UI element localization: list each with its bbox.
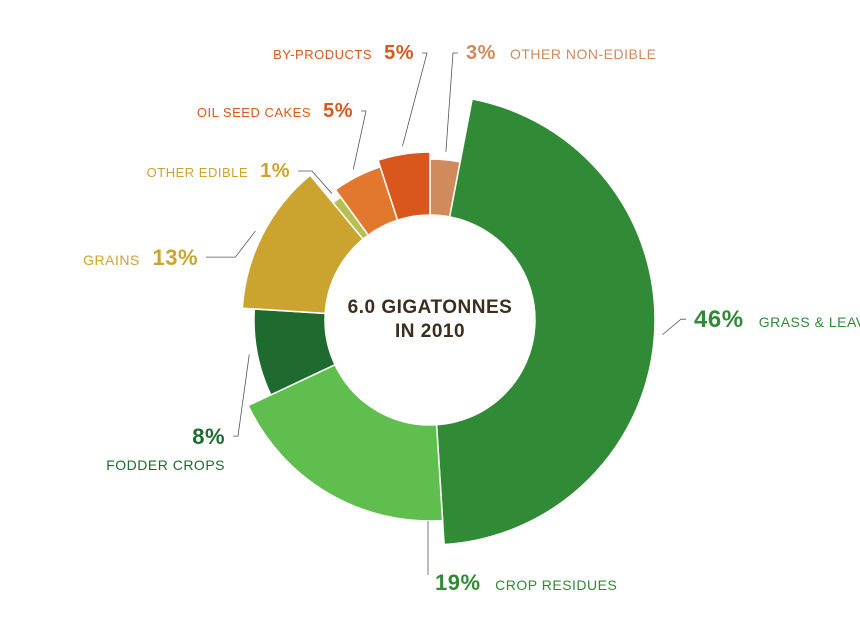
label-grass-leaves: 46% GRASS & LEAVES [694, 306, 860, 334]
leader-line [233, 354, 249, 436]
percent-sign: % [460, 570, 480, 595]
label-by-products: BY-PRODUCTS 5% [273, 42, 414, 65]
center-label: 6.0 GIGATONNES IN 2010 [325, 296, 535, 344]
percent-value: 46 [694, 306, 722, 333]
category-name: OIL SEED CAKES [197, 105, 311, 120]
label-crop-residues: 19% CROP RESIDUES [435, 570, 617, 596]
label-other-non-edible: 3% OTHER NON-EDIBLE [466, 42, 656, 65]
label-grains: GRAINS 13% [83, 245, 198, 271]
label-oil-seed-cakes: OIL SEED CAKES 5% [197, 100, 353, 123]
percent-value: 3 [466, 42, 478, 64]
percent-value: 5 [384, 42, 396, 64]
category-name: OTHER NON-EDIBLE [510, 46, 656, 62]
percent-value: 19 [435, 570, 460, 595]
percent-value: 13 [152, 245, 177, 270]
percent-sign: % [272, 160, 290, 182]
category-name: GRASS & LEAVES [759, 314, 860, 330]
category-name: BY-PRODUCTS [273, 47, 372, 62]
percent-sign: % [178, 245, 198, 270]
leader-line [206, 231, 255, 257]
percent-sign: % [205, 424, 225, 449]
category-name: GRAINS [83, 252, 140, 268]
category-name: FODDER CROPS [106, 457, 225, 473]
leader-line [446, 53, 458, 152]
label-fodder-crops: 8% FODDER CROPS [106, 424, 225, 476]
percent-value: 1 [260, 160, 272, 182]
percent-value: 8 [192, 424, 205, 449]
percent-sign: % [722, 306, 744, 333]
donut-chart: 6.0 GIGATONNES IN 2010 3% OTHER NON-EDIB… [0, 0, 860, 636]
label-other-edible: OTHER EDIBLE 1% [147, 160, 290, 183]
percent-sign: % [478, 42, 496, 64]
percent-value: 5 [323, 100, 335, 122]
percent-sign: % [335, 100, 353, 122]
percent-sign: % [396, 42, 414, 64]
leader-line [663, 319, 686, 334]
leader-line [402, 53, 427, 146]
leader-line [353, 111, 366, 169]
category-name: OTHER EDIBLE [147, 165, 248, 180]
category-name: CROP RESIDUES [495, 577, 617, 593]
